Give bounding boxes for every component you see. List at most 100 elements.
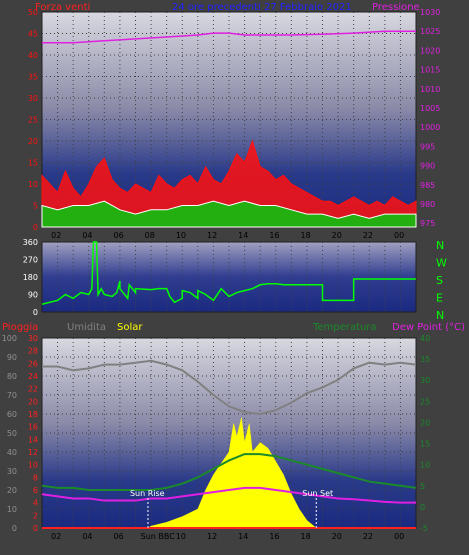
pressure-tick-label: 995 bbox=[420, 142, 435, 151]
compass-label: N bbox=[436, 239, 444, 252]
humidity-tick-label: 80 bbox=[7, 372, 17, 381]
time-tick-label: 14 bbox=[238, 532, 248, 541]
time-tick-label: 16 bbox=[269, 532, 279, 541]
direction-tick-label: 180 bbox=[23, 273, 38, 282]
wind-pressure-series bbox=[41, 30, 417, 228]
rain-tick-label: 20 bbox=[28, 397, 38, 406]
rain-tick-label: 18 bbox=[28, 410, 38, 419]
wind-tick-label: 35 bbox=[28, 73, 38, 82]
pressure-tick-label: 980 bbox=[420, 200, 435, 209]
wind-tick-label: 30 bbox=[28, 94, 38, 103]
climate-series: Sun Rise Sun Set bbox=[41, 359, 417, 529]
wind-tick-label: 0 bbox=[33, 223, 38, 232]
temperature-ticks: -5 0 5 10 15 20 25 30 35 40 bbox=[420, 334, 430, 533]
wind-tick-label: 15 bbox=[28, 159, 38, 168]
time-tick-label: 22 bbox=[363, 231, 373, 240]
wind-direction-line bbox=[41, 241, 416, 305]
rain-tick-label: 16 bbox=[28, 423, 38, 432]
time-tick-label: 06 bbox=[114, 532, 124, 541]
direction-tick-label: 90 bbox=[28, 291, 38, 300]
pressure-axis-title: Pressione bbox=[372, 2, 420, 13]
humidity-ticks: 0 10 20 30 40 50 60 70 80 90 100 bbox=[2, 334, 17, 533]
temperature-tick-label: 0 bbox=[420, 503, 425, 512]
rain-tick-label: 12 bbox=[28, 448, 38, 457]
rain-tick-label: 22 bbox=[28, 385, 38, 394]
wind-average-series bbox=[41, 200, 417, 228]
temperature-tick-label: 20 bbox=[420, 418, 430, 427]
dewpoint-axis-title: Dew Point (°C) bbox=[392, 322, 465, 333]
time-tick-label: 02 bbox=[51, 231, 61, 240]
humidity-tick-label: 40 bbox=[7, 448, 17, 457]
time-tick-label: 04 bbox=[82, 532, 92, 541]
rain-tick-label: 2 bbox=[33, 511, 38, 520]
time-tick-label: 04 bbox=[82, 231, 92, 240]
pressure-tick-label: 1025 bbox=[420, 27, 440, 36]
solar-axis-title: Solar bbox=[117, 322, 143, 333]
humidity-tick-label: 30 bbox=[7, 467, 17, 476]
pressure-tick-label: 990 bbox=[420, 162, 435, 171]
wind-tick-label: 20 bbox=[28, 137, 38, 146]
pressure-tick-label: 1015 bbox=[420, 66, 440, 75]
temperature-tick-label: 40 bbox=[420, 334, 430, 343]
wind-tick-label: 50 bbox=[28, 8, 38, 17]
temperature-tick-label: 25 bbox=[420, 397, 430, 406]
wind-direction-series bbox=[41, 241, 416, 305]
humidity-tick-label: 70 bbox=[7, 391, 17, 400]
wind-tick-label: 25 bbox=[28, 116, 38, 125]
humidity-tick-label: 100 bbox=[2, 334, 17, 343]
wind-gust-series bbox=[41, 139, 417, 228]
solar-radiation-area bbox=[147, 417, 317, 529]
pressure-ticks: 975 980 985 990 995 1000 1005 1010 1015 1020 1025 1… bbox=[420, 8, 440, 228]
time-tick-label: 06 bbox=[114, 231, 124, 240]
time-tick-label: 16 bbox=[269, 231, 279, 240]
rain-tick-label: 30 bbox=[28, 334, 38, 343]
direction-tick-label: 0 bbox=[33, 308, 38, 317]
humidity-tick-label: 20 bbox=[7, 486, 17, 495]
temperature-tick-label: 35 bbox=[420, 355, 430, 364]
rain-tick-label: 6 bbox=[33, 486, 38, 495]
compass-label: W bbox=[436, 257, 447, 270]
time-tick-label: 08 bbox=[145, 231, 155, 240]
temperature-tick-label: 30 bbox=[420, 376, 430, 385]
time-tick-label: 20 bbox=[332, 231, 342, 240]
temperature-tick-label: -5 bbox=[420, 524, 428, 533]
rain-tick-label: 24 bbox=[28, 372, 38, 381]
rain-tick-label: 26 bbox=[28, 359, 38, 368]
pressure-line bbox=[42, 30, 416, 44]
rain-tick-label: 0 bbox=[33, 524, 38, 533]
wind-axis-title: Forza venti bbox=[35, 2, 90, 13]
temperature-tick-label: 10 bbox=[420, 461, 430, 470]
pressure-tick-label: 1010 bbox=[420, 85, 440, 94]
sun-rise-label: Sun Rise bbox=[130, 489, 165, 498]
temperature-axis-title: Temperatura bbox=[312, 322, 377, 333]
temperature-tick-label: 15 bbox=[420, 440, 430, 449]
time-tick-label: 10 bbox=[176, 231, 186, 240]
time-tick-label: 20 bbox=[332, 532, 342, 541]
time-tick-label: Sun BBC bbox=[141, 532, 176, 541]
wind-tick-label: 40 bbox=[28, 51, 38, 60]
pressure-tick-label: 1030 bbox=[420, 8, 440, 17]
direction-tick-label: 360 bbox=[23, 238, 38, 247]
pressure-tick-label: 1000 bbox=[420, 123, 440, 132]
compass-label: S bbox=[436, 274, 443, 287]
pressure-tick-label: 1005 bbox=[420, 104, 440, 113]
time-tick-label: 14 bbox=[238, 231, 248, 240]
time-tick-label: 18 bbox=[301, 231, 311, 240]
humidity-tick-label: 60 bbox=[7, 410, 17, 419]
humidity-tick-label: 0 bbox=[12, 524, 17, 533]
rain-tick-label: 10 bbox=[28, 461, 38, 470]
time-tick-label: 00 bbox=[394, 231, 404, 240]
humidity-tick-label: 90 bbox=[7, 353, 17, 362]
wind-time-ticks: 02 04 06 08 10 12 14 16 18 20 22 00 bbox=[51, 231, 404, 240]
pressure-tick-label: 975 bbox=[420, 219, 435, 228]
compass-label: N bbox=[436, 309, 444, 322]
pressure-tick-label: 985 bbox=[420, 181, 435, 190]
wind-tick-label: 5 bbox=[33, 202, 38, 211]
time-tick-label: 12 bbox=[207, 231, 217, 240]
sun-set-label: Sun Set bbox=[302, 489, 333, 498]
wind-tick-label: 10 bbox=[28, 180, 38, 189]
time-tick-label: 12 bbox=[207, 532, 217, 541]
